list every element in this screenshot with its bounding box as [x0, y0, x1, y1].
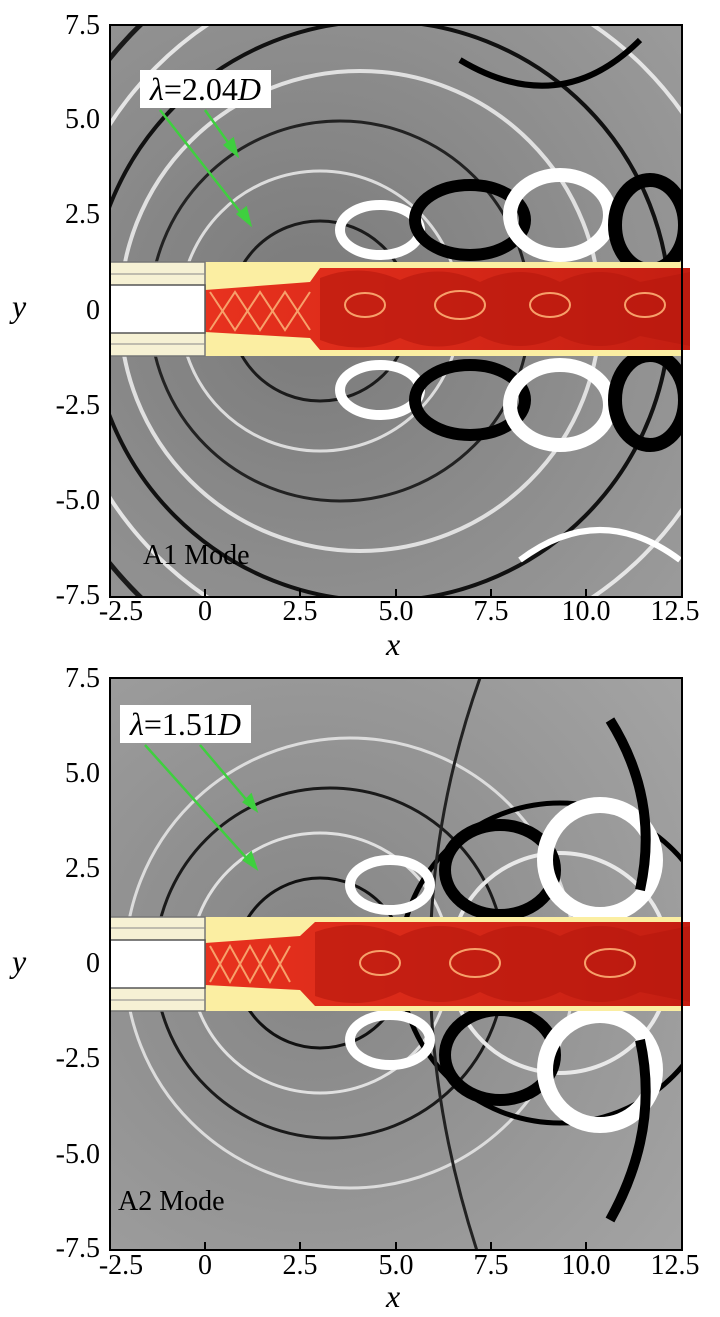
x-tick: 2.5	[282, 1250, 318, 1281]
x-tick: 0	[198, 596, 212, 627]
y-tick: -7.5	[55, 580, 100, 611]
x-tick: 0	[198, 1250, 212, 1281]
x-ticks	[109, 1242, 587, 1250]
y-tick: 7.5	[65, 10, 100, 41]
x-tick: 10.0	[561, 596, 611, 627]
plot-a2	[109, 677, 690, 1251]
y-axis-label: y	[12, 943, 27, 979]
mode-label: A1 Mode	[143, 540, 250, 571]
x-tick: 5.0	[378, 1250, 414, 1281]
x-tick: 12.5	[650, 1250, 700, 1281]
plot-a1	[109, 24, 690, 598]
wavelength-label: λ=1.51D	[120, 705, 252, 743]
wavelength-arrows	[144, 744, 259, 872]
y-tick: 7.5	[65, 663, 100, 694]
x-axis-label: x	[386, 626, 401, 662]
y-tick: -2.5	[55, 1043, 100, 1074]
y-tick: 2.5	[65, 199, 100, 230]
x-tick: -2.5	[98, 596, 144, 627]
panel-a1: λ=2.04D A1 Mode 7.5 5.0 2.5 0 -2.5 -5.0 …	[12, 10, 700, 662]
nozzle-inner	[109, 284, 206, 334]
y-tick: -5.0	[55, 1139, 100, 1170]
panel-a2: λ=1.51D A2 Mode 7.5 5.0 2.5 0 -2.5 -5.0 …	[0, 660, 720, 1317]
wavelength-label: λ=2.04D	[140, 70, 272, 108]
x-ticks	[109, 589, 587, 597]
y-tick: 5.0	[65, 104, 100, 135]
x-tick: 10.0	[561, 1250, 611, 1281]
nozzle-inner	[109, 939, 206, 989]
x-tick: 12.5	[650, 596, 700, 627]
y-tick: -5.0	[55, 485, 100, 516]
y-tick: -7.5	[55, 1233, 100, 1264]
x-tick: -2.5	[98, 1250, 144, 1281]
x-tick: 5.0	[378, 596, 414, 627]
x-axis-label: x	[386, 1278, 401, 1314]
jet-core	[205, 922, 690, 1006]
y-tick: 0	[86, 295, 100, 326]
jet-core	[205, 268, 690, 350]
y-tick: 2.5	[65, 853, 100, 884]
y-tick: -2.5	[55, 390, 100, 421]
wavelength-arrows	[159, 109, 253, 228]
mode-label: A2 Mode	[118, 1186, 225, 1217]
x-tick: 2.5	[282, 596, 318, 627]
y-tick: 0	[86, 948, 100, 979]
y-axis-label: y	[12, 288, 27, 324]
x-tick: 7.5	[473, 1250, 509, 1281]
x-tick: 7.5	[473, 596, 509, 627]
y-tick: 5.0	[65, 758, 100, 789]
